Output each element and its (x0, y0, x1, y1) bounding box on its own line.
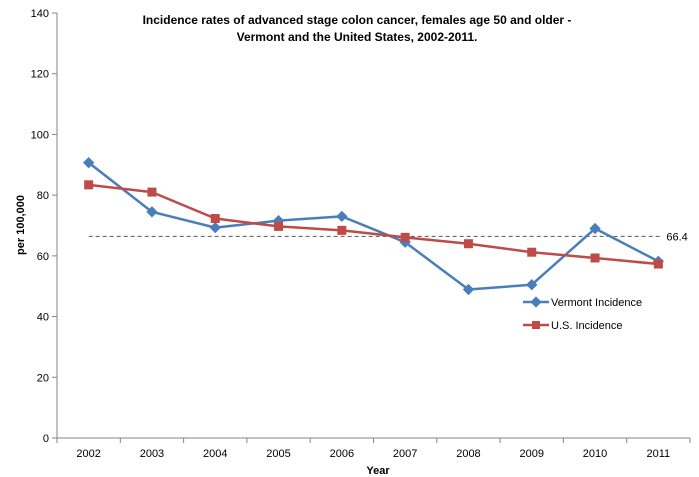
y-tick-label-40: 40 (37, 312, 49, 324)
x-tick-label-2003: 2003 (140, 448, 164, 460)
y-tick-label-100: 100 (31, 129, 49, 141)
data-point-us-2003 (147, 187, 157, 197)
data-point-us-2008 (463, 239, 473, 249)
y-tick-label-140: 140 (31, 8, 49, 20)
data-point-vermont-2006 (336, 210, 348, 223)
x-tick-label-2004: 2004 (203, 448, 227, 460)
data-point-vermont-2008 (462, 283, 475, 296)
legend-label-vermont: Vermont Incidence (551, 297, 642, 309)
y-axis-label: per 100,000 (15, 195, 27, 255)
data-point-us-2004 (210, 214, 220, 224)
data-point-us-2010 (590, 253, 600, 263)
data-point-vermont-2009 (526, 279, 538, 291)
reference-line-label: 66.4 (666, 231, 687, 243)
x-tick-label-2005: 2005 (266, 448, 290, 460)
x-tick-label-2011: 2011 (647, 448, 671, 460)
x-tick-label-2009: 2009 (520, 448, 544, 460)
data-point-vermont-2010 (589, 222, 601, 235)
x-axis-label: Year (366, 465, 390, 477)
y-tick-label-20: 20 (37, 372, 49, 384)
x-tick-label-2008: 2008 (456, 448, 480, 460)
data-point-us-2007 (400, 232, 410, 242)
legend: Vermont Incidence U.S. Incidence (523, 296, 642, 332)
data-point-us-2006 (337, 225, 347, 235)
y-tick-label-0: 0 (43, 433, 49, 445)
series-line-us (88, 183, 659, 266)
legend-marker-vermont (530, 296, 542, 308)
y-tick-label-60: 60 (37, 251, 49, 263)
x-tick-label-2007: 2007 (393, 448, 417, 460)
data-point-us-2011 (653, 259, 663, 269)
x-tick-label-2010: 2010 (583, 448, 607, 460)
x-tick-label-2006: 2006 (330, 448, 354, 460)
legend-label-us: U.S. Incidence (551, 320, 623, 332)
data-point-us-2002 (84, 180, 94, 190)
plot-area: 0 20 40 60 80 100 120 140 2002 2003 2004 2005 2006 20… (31, 8, 691, 460)
data-point-us-2005 (274, 221, 284, 231)
y-tick-label-80: 80 (37, 190, 49, 202)
y-tick-label-120: 120 (31, 69, 49, 81)
data-point-vermont-2004 (209, 221, 221, 234)
data-point-vermont-2003 (146, 206, 158, 218)
series-line-vermont (87, 161, 659, 291)
data-point-us-2009 (527, 247, 537, 257)
chart-title-line-2: Vermont and the United States, 2002-2011… (237, 30, 478, 44)
x-tick-label-2002: 2002 (76, 448, 100, 460)
chart-title-line-1: Incidence rates of advanced stage colon … (143, 13, 572, 27)
legend-marker-us (532, 321, 540, 329)
